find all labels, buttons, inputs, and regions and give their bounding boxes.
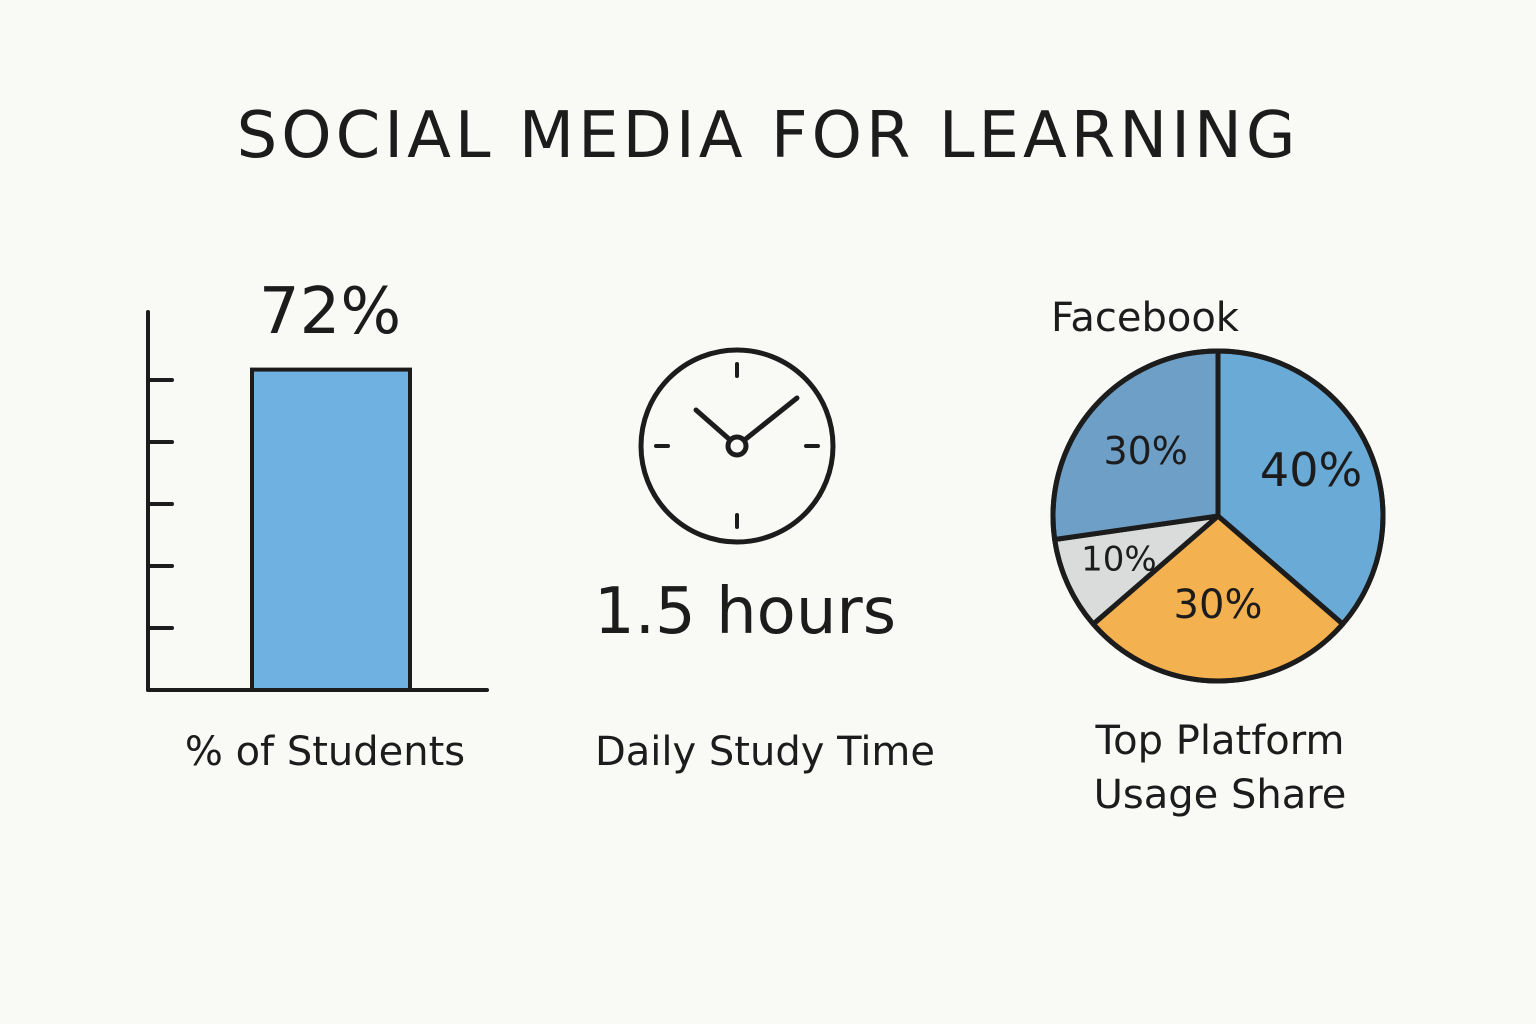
pie-chart: 40% 30% 10% 30% xyxy=(1050,348,1386,684)
clock-icon xyxy=(638,347,836,545)
pie-caption-line-1: Top Platform xyxy=(1095,718,1345,764)
pie-slice-label: 30% xyxy=(1174,582,1263,628)
pie-slice-label: 40% xyxy=(1260,443,1362,497)
clock-center xyxy=(725,434,749,458)
clock-face xyxy=(638,347,836,545)
study-time-value: 1.5 hours xyxy=(593,575,897,649)
pie-caption: Top Platform Usage Share xyxy=(1040,714,1400,822)
bar xyxy=(250,367,412,692)
page-title: SOCIAL MEDIA FOR LEARNING xyxy=(236,99,1300,173)
clock-minute-hand xyxy=(734,395,800,449)
study-time-caption: Daily Study Time xyxy=(594,729,936,775)
bar-value-label: 72% xyxy=(258,275,402,349)
y-axis-ticks xyxy=(146,378,174,630)
bar-caption: % of Students xyxy=(184,729,466,775)
bar-chart xyxy=(146,310,489,692)
pie-top-label: Facebook xyxy=(1051,295,1239,341)
pie-slice-label: 10% xyxy=(1081,540,1157,580)
pie-caption-line-2: Usage Share xyxy=(1093,772,1347,818)
pie-outline xyxy=(1050,348,1386,684)
pie-slice-label: 30% xyxy=(1103,429,1187,473)
